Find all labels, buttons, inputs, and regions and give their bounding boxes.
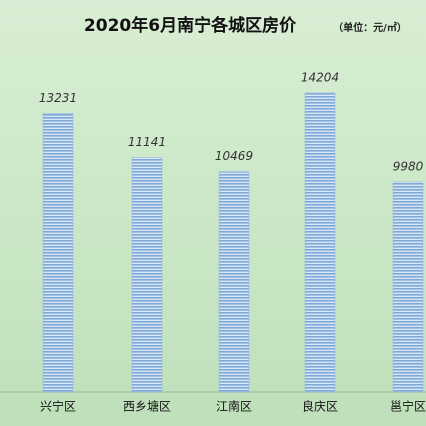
value-label: 11141: [128, 135, 166, 149]
x-tick-label: 西乡塘区: [123, 399, 171, 414]
x-tick-label: 兴宁区: [40, 399, 76, 414]
bar: [42, 113, 74, 393]
value-label: 10469: [215, 149, 253, 163]
value-label: 9980: [393, 159, 424, 173]
value-label: 13231: [39, 91, 77, 105]
value-label: 14204: [301, 71, 339, 85]
bar: [218, 171, 250, 393]
x-tick-label: 江南区: [216, 399, 252, 414]
bar: [392, 181, 424, 393]
bar: [304, 92, 336, 393]
chart-title: 2020年6月南宁各城区房价: [84, 15, 297, 36]
chart-subtitle: （单位：元/㎡）: [333, 21, 407, 34]
bar: [131, 157, 163, 393]
x-tick-label: 邕宁区: [390, 399, 426, 414]
x-tick-label: 良庆区: [302, 399, 338, 414]
